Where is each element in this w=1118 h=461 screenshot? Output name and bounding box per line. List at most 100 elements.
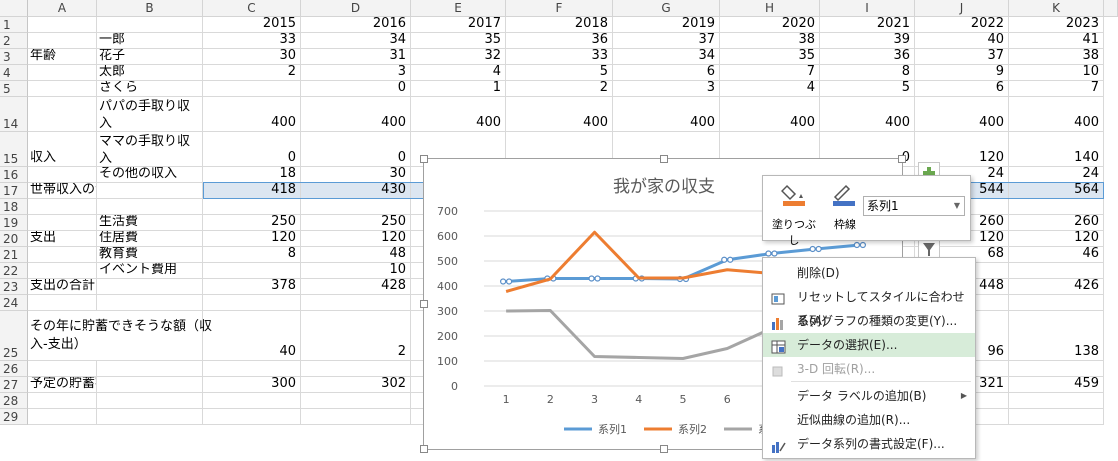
row-header[interactable]: 1 xyxy=(0,17,28,33)
cell-value[interactable]: 120 xyxy=(301,231,411,247)
cell-value[interactable]: 120 xyxy=(915,132,1009,167)
resize-handle[interactable] xyxy=(420,155,428,163)
menu-item-1[interactable]: 削除(D) xyxy=(763,261,975,285)
cell-value[interactable]: 2021 xyxy=(820,17,915,33)
column-header[interactable]: C xyxy=(203,0,301,17)
cell-value[interactable] xyxy=(203,393,301,409)
cell-value[interactable]: 33 xyxy=(203,33,301,49)
cell-value[interactable]: 138 xyxy=(1009,311,1104,361)
cell-a[interactable]: 収入 xyxy=(28,132,97,167)
cell-value[interactable]: 459 xyxy=(1009,377,1104,393)
cell-a[interactable] xyxy=(28,97,97,132)
cell-b[interactable] xyxy=(97,199,203,215)
cell-value[interactable]: 35 xyxy=(411,33,506,49)
cell-value[interactable]: 6 xyxy=(915,81,1009,97)
cell-value[interactable]: 0 xyxy=(301,81,411,97)
row-header[interactable]: 17 xyxy=(0,183,28,199)
cell-value[interactable]: 400 xyxy=(613,97,720,132)
menu-item-5[interactable]: 3-D 回転(R)... xyxy=(763,357,975,381)
cell-value[interactable] xyxy=(203,81,301,97)
cell-value[interactable]: 10 xyxy=(301,263,411,279)
row-header[interactable]: 19 xyxy=(0,215,28,231)
cell-b[interactable] xyxy=(97,17,203,33)
cell-value[interactable]: 400 xyxy=(506,97,613,132)
cell-b[interactable]: 花子 xyxy=(97,49,203,65)
row-header[interactable]: 3 xyxy=(0,49,28,65)
cell-value[interactable]: 36 xyxy=(506,33,613,49)
row-header[interactable]: 15 xyxy=(0,132,28,167)
cell-value[interactable]: 2018 xyxy=(506,17,613,33)
cell-b[interactable]: パパの手取り収入 xyxy=(97,97,203,132)
cell-value[interactable]: 38 xyxy=(1009,49,1104,65)
cell-a[interactable]: 年齢 xyxy=(28,49,97,65)
cell-value[interactable]: 37 xyxy=(613,33,720,49)
row-header[interactable]: 2 xyxy=(0,33,28,49)
cell-value[interactable] xyxy=(301,295,411,311)
row-header[interactable]: 20 xyxy=(0,231,28,247)
cell-value[interactable]: 18 xyxy=(203,167,301,183)
cell-value[interactable]: 400 xyxy=(720,97,820,132)
menu-item-2[interactable]: リセットしてスタイルに合わせる(A) xyxy=(763,285,975,328)
cell-value[interactable]: 40 xyxy=(203,311,301,361)
cell-b[interactable]: ママの手取り収入 xyxy=(97,132,203,167)
cell-b[interactable] xyxy=(97,393,203,409)
cell-value[interactable] xyxy=(1009,295,1104,311)
cell-value[interactable]: 1 xyxy=(411,81,506,97)
cell-b[interactable]: その他の収入 xyxy=(97,167,203,183)
outline-button[interactable]: 枠線 xyxy=(825,180,865,236)
cell-value[interactable]: 4 xyxy=(411,65,506,81)
row-header[interactable]: 26 xyxy=(0,361,28,377)
menu-item-8[interactable]: データ系列の書式設定(F)... xyxy=(763,432,975,456)
cell-value[interactable] xyxy=(301,393,411,409)
row-header[interactable]: 14 xyxy=(0,97,28,132)
cell-a[interactable]: 世帯収入の合計 xyxy=(28,183,97,199)
cell-value[interactable]: 2015 xyxy=(203,17,301,33)
menu-item-7[interactable]: 近似曲線の追加(R)... xyxy=(763,408,975,432)
column-header[interactable]: A xyxy=(28,0,97,17)
cell-value[interactable]: 250 xyxy=(203,215,301,231)
cell-value[interactable]: 41 xyxy=(1009,33,1104,49)
cell-value[interactable]: 120 xyxy=(915,231,1009,247)
cell-value[interactable]: 5 xyxy=(820,81,915,97)
cell-value[interactable] xyxy=(1009,361,1104,377)
cell-value[interactable]: 400 xyxy=(1009,97,1104,132)
cell-a[interactable] xyxy=(28,247,97,263)
cell-a[interactable] xyxy=(28,215,97,231)
cell-value[interactable]: 2016 xyxy=(301,17,411,33)
resize-handle[interactable] xyxy=(898,155,906,163)
row-header[interactable]: 18 xyxy=(0,199,28,215)
row-header[interactable]: 5 xyxy=(0,81,28,97)
cell-a[interactable] xyxy=(28,17,97,33)
menu-item-6[interactable]: データ ラベルの追加(B) ▶ xyxy=(763,384,975,408)
fill-button[interactable]: 塗りつぶし xyxy=(769,180,819,247)
cell-value[interactable]: 2 xyxy=(203,65,301,81)
cell-value[interactable]: 400 xyxy=(301,97,411,132)
cell-value[interactable]: 400 xyxy=(411,97,506,132)
cell-value[interactable]: 9 xyxy=(915,65,1009,81)
cell-value[interactable] xyxy=(1009,409,1104,425)
cell-b[interactable]: 生活費 xyxy=(97,215,203,231)
row-header[interactable]: 22 xyxy=(0,263,28,279)
cell-value[interactable]: 2 xyxy=(301,311,411,361)
cell-value[interactable] xyxy=(1009,199,1104,215)
cell-value[interactable]: 302 xyxy=(301,377,411,393)
cell-value[interactable]: 30 xyxy=(301,167,411,183)
cell-value[interactable]: 426 xyxy=(1009,279,1104,295)
cell-value[interactable]: 120 xyxy=(203,231,301,247)
column-header[interactable]: J xyxy=(915,0,1009,17)
resize-handle[interactable] xyxy=(420,300,428,308)
cell-value[interactable]: 0 xyxy=(301,132,411,167)
cell-value[interactable]: 3 xyxy=(613,81,720,97)
cell-a[interactable] xyxy=(28,409,97,425)
cell-b[interactable] xyxy=(97,295,203,311)
cell-value[interactable]: 250 xyxy=(301,215,411,231)
cell-value[interactable]: 428 xyxy=(301,279,411,295)
cell-value[interactable]: 30 xyxy=(203,49,301,65)
cell-b[interactable]: 教育費 xyxy=(97,247,203,263)
cell-value[interactable]: 37 xyxy=(915,49,1009,65)
cell-value[interactable] xyxy=(1009,393,1104,409)
cell-a[interactable] xyxy=(28,81,97,97)
cell-a[interactable]: 支出の合計 xyxy=(28,279,97,295)
cell-value[interactable]: 260 xyxy=(1009,215,1104,231)
column-header[interactable]: B xyxy=(97,0,203,17)
